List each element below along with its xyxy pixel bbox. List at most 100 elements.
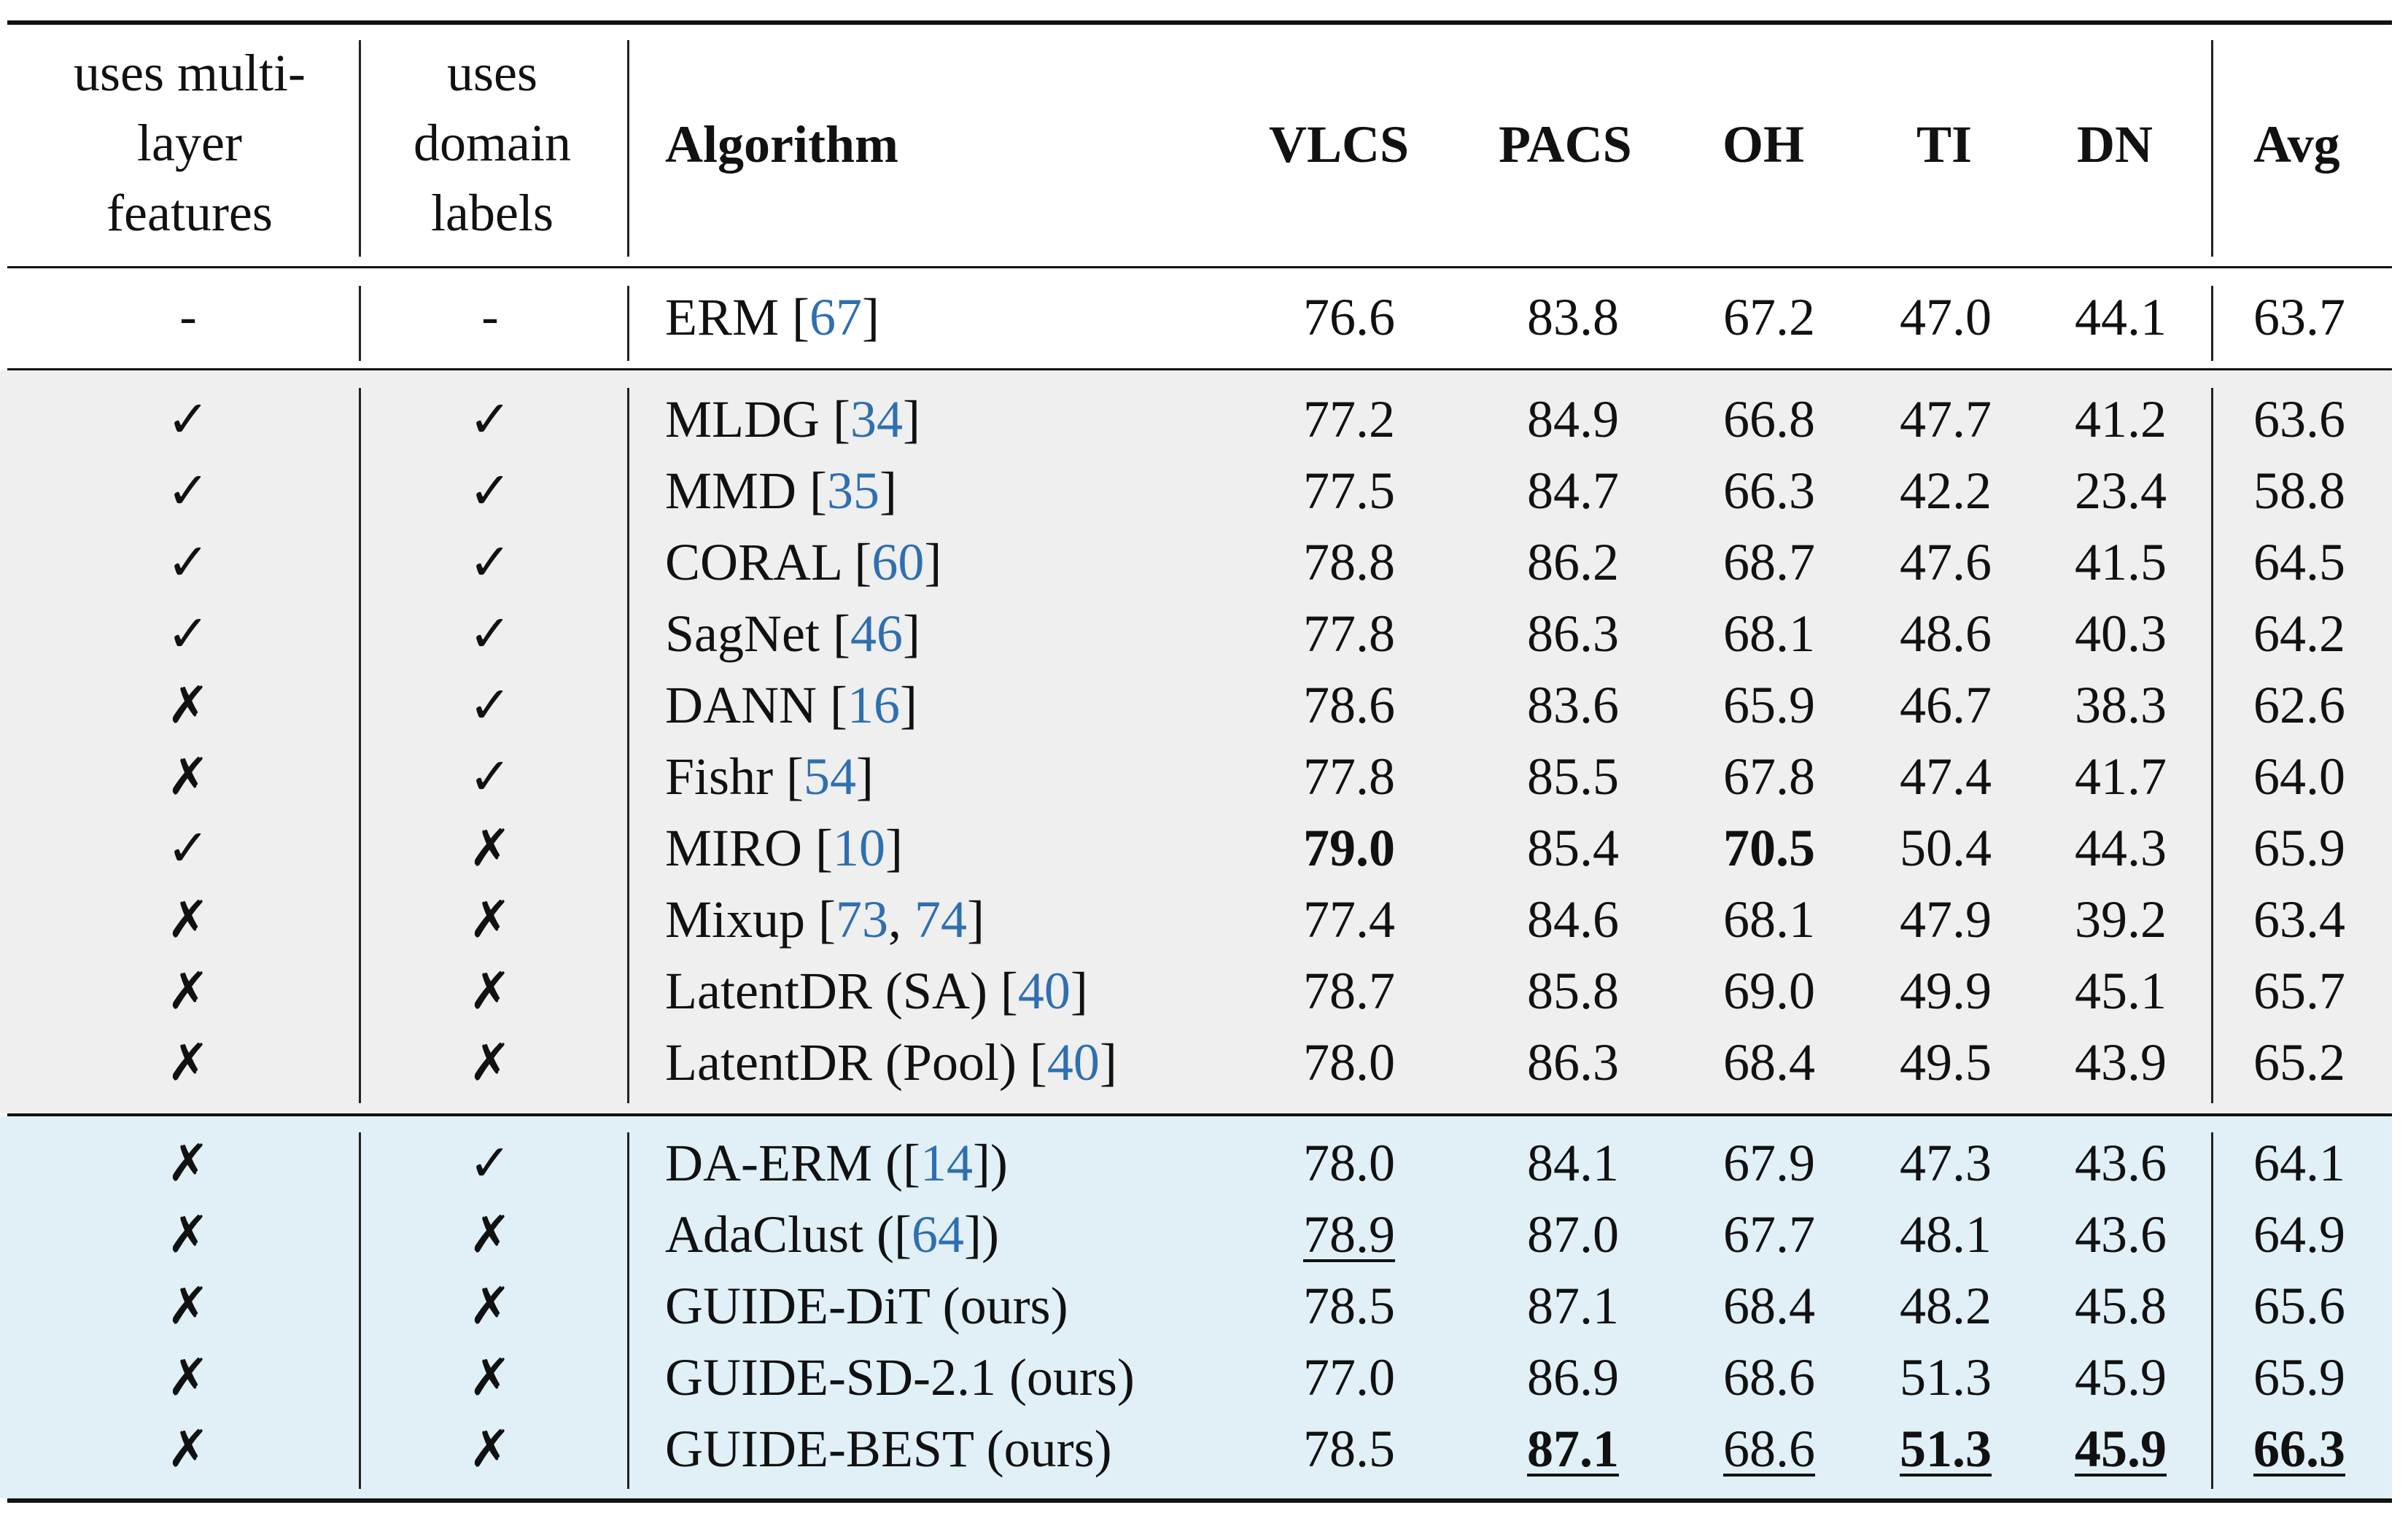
algorithm-label: DA-ERM ([ <box>665 1134 920 1192</box>
citation-bracket: ]) <box>972 1134 1008 1192</box>
algorithm-label: SagNet [ <box>665 604 850 663</box>
citation-link[interactable]: 64 <box>911 1205 964 1264</box>
algorithm-name: MIRO [10] <box>665 819 903 877</box>
citation-link[interactable]: 34 <box>850 390 903 448</box>
table-row: - - ERM [67] 76.6 83.8 67.2 47.0 44.1 63.7 <box>0 288 2392 359</box>
domain-label-mark: - <box>481 289 499 345</box>
citation-link[interactable]: 54 <box>804 747 857 806</box>
multilayer-mark: ✓ <box>166 604 210 664</box>
header-domain-line3: labels <box>431 184 554 242</box>
algorithm-name: AdaClust ([64]) <box>665 1205 999 1264</box>
value-cell: 67.2 <box>1723 288 1815 346</box>
value-cell: 41.2 <box>2075 390 2167 448</box>
value-cell: 64.9 <box>2253 1205 2345 1264</box>
value-cell: 47.9 <box>1900 890 1992 949</box>
value-cell: 45.9 <box>2075 1420 2167 1478</box>
value-cell: 64.2 <box>2253 604 2345 663</box>
citation-bracket: ] <box>924 533 942 591</box>
column-separator <box>2211 388 2213 1103</box>
citation-link[interactable]: 60 <box>871 533 925 591</box>
value-cell: 67.8 <box>1723 747 1815 806</box>
header-multilayer: uses multi- layer features <box>29 38 350 248</box>
algorithm-label: MMD [ <box>665 462 828 520</box>
value-cell: 76.6 <box>1303 288 1395 346</box>
table-row: ✓ ✓ MLDG [34] 77.2 84.9 66.8 47.7 41.2 63.6 <box>0 390 2392 462</box>
algorithm-name: MMD [35] <box>665 462 897 520</box>
column-separator <box>359 388 361 1103</box>
value-cell: 47.0 <box>1900 288 1992 346</box>
header-domain-labels: uses domain labels <box>365 38 620 248</box>
citation-separator: , <box>888 890 914 949</box>
multilayer-mark: ✗ <box>166 961 210 1021</box>
citation-link[interactable]: 74 <box>914 890 967 949</box>
value-cell: 43.9 <box>2075 1033 2167 1092</box>
citation-link[interactable]: 40 <box>1046 1033 1100 1092</box>
header-ti: TI <box>1916 115 1973 174</box>
algorithm-name: ERM [67] <box>665 288 879 346</box>
column-separator <box>359 1132 361 1489</box>
value-cell: 86.9 <box>1527 1348 1619 1407</box>
algorithm-label: Mixup [ <box>665 890 836 949</box>
value-cell: 86.3 <box>1527 1033 1619 1092</box>
value-cell: 65.9 <box>2253 819 2345 877</box>
value-cell: 66.8 <box>1723 390 1815 448</box>
algorithm-name: DANN [16] <box>665 676 917 734</box>
value-cell: 58.8 <box>2253 462 2345 520</box>
domain-label-mark: ✗ <box>468 1032 512 1092</box>
citation-bracket: ] <box>1099 1033 1117 1092</box>
value-cell: 63.7 <box>2253 288 2345 346</box>
citation-link[interactable]: 10 <box>833 819 885 877</box>
value-cell: 23.4 <box>2075 462 2167 520</box>
algorithm-name: Fishr [54] <box>665 747 874 806</box>
value-cell: 68.7 <box>1723 533 1815 591</box>
horizontal-rule <box>7 368 2392 370</box>
horizontal-rule <box>7 1113 2392 1116</box>
value-cell: 77.2 <box>1303 390 1395 448</box>
header-multilayer-line1: uses multi- <box>74 44 306 102</box>
algorithm-label: AdaClust ([ <box>665 1205 912 1264</box>
column-separator <box>359 40 361 257</box>
column-separator <box>2211 40 2213 257</box>
table-row: ✗ ✗ LatentDR (Pool) [40] 78.0 86.3 68.4 49.5 43… <box>0 1033 2392 1105</box>
citation-link[interactable]: 73 <box>836 890 888 949</box>
citation-link[interactable]: 40 <box>1017 962 1071 1020</box>
horizontal-rule <box>7 1498 2392 1503</box>
value-cell: 85.4 <box>1527 819 1619 877</box>
group-band-1 <box>0 370 2392 1113</box>
citation-link[interactable]: 14 <box>920 1134 973 1192</box>
value-cell: 39.2 <box>2075 890 2167 949</box>
table-row: ✗ ✗ GUIDE-DiT (ours) 78.5 87.1 68.4 48.2 45.8 65… <box>0 1277 2392 1348</box>
citation-link[interactable]: 46 <box>850 604 903 663</box>
domain-label-mark: ✗ <box>468 890 512 949</box>
domain-label-mark: ✓ <box>468 1133 512 1193</box>
citation-link[interactable]: 16 <box>847 676 900 734</box>
value-cell: 40.3 <box>2075 604 2167 663</box>
value-cell: 65.7 <box>2253 962 2345 1020</box>
algorithm-name: MLDG [34] <box>665 390 920 448</box>
table-row: ✗ ✗ Mixup [73, 74] 77.4 84.6 68.1 47.9 39.2 63.4 <box>0 890 2392 962</box>
table-row: ✗ ✓ DA-ERM ([14]) 78.0 84.1 67.9 47.3 43.6 64.1 <box>0 1134 2392 1205</box>
column-separator <box>627 388 629 1103</box>
value-cell: 65.9 <box>2253 1348 2345 1407</box>
multilayer-mark: ✗ <box>166 675 210 735</box>
value-cell: 38.3 <box>2075 676 2167 734</box>
value-cell: 65.2 <box>2253 1033 2345 1092</box>
value-cell: 83.6 <box>1527 676 1619 734</box>
value-cell: 45.9 <box>2075 1348 2167 1407</box>
value-cell: 86.3 <box>1527 604 1619 663</box>
value-cell: 85.5 <box>1527 747 1619 806</box>
citation-link[interactable]: 35 <box>827 462 880 520</box>
header-oh: OH <box>1723 115 1805 174</box>
multilayer-mark: ✗ <box>166 1419 210 1479</box>
value-cell: 46.7 <box>1900 676 1992 734</box>
domain-label-mark: ✗ <box>468 1419 512 1479</box>
domain-label-mark: ✗ <box>468 818 512 878</box>
value-cell: 79.0 <box>1303 819 1395 877</box>
citation-link[interactable]: 67 <box>809 288 862 346</box>
algorithm-label: GUIDE-DiT (ours) <box>665 1277 1068 1335</box>
value-cell: 62.6 <box>2253 676 2345 734</box>
citation-bracket: ] <box>879 462 897 520</box>
citation-bracket: ] <box>862 288 879 346</box>
value-cell: 47.4 <box>1900 747 1992 806</box>
